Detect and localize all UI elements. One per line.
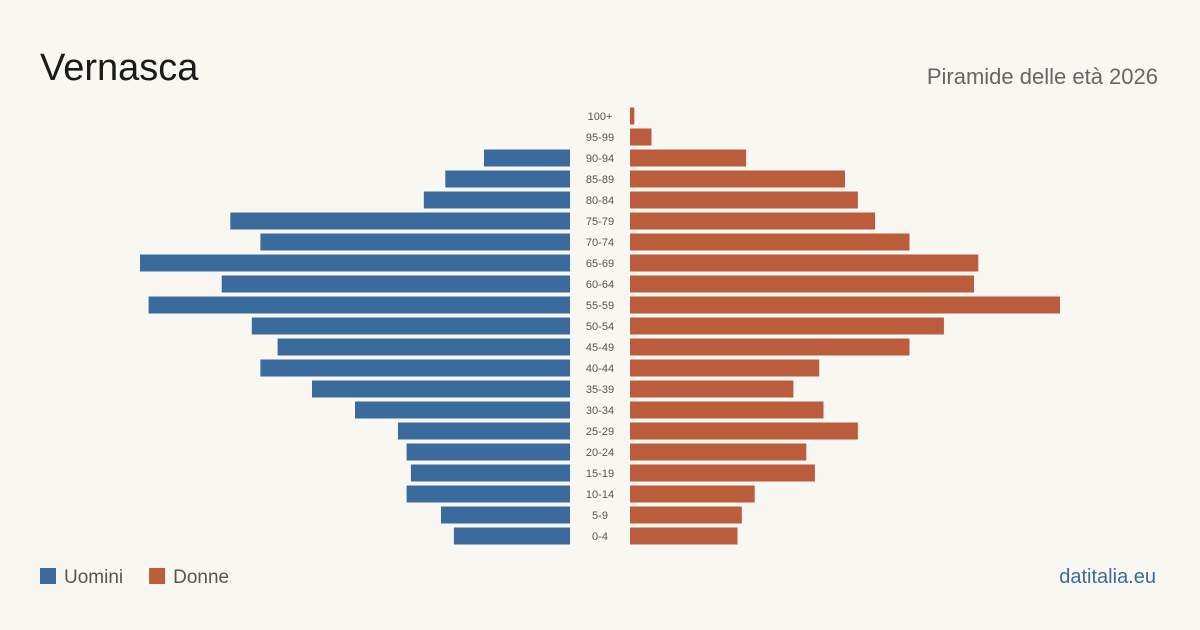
age-label: 25-29 — [586, 426, 614, 438]
age-label: 10-14 — [586, 489, 614, 501]
bar — [630, 233, 910, 251]
bar — [148, 296, 570, 314]
bar — [140, 254, 570, 272]
bar — [445, 170, 570, 188]
age-label: 60-64 — [586, 279, 614, 291]
bar — [630, 170, 845, 188]
bar — [630, 359, 820, 377]
age-label: 55-59 — [586, 300, 614, 312]
bar — [630, 464, 815, 482]
age-label: 85-89 — [586, 174, 614, 186]
bar — [630, 422, 858, 440]
legend-label: Donne — [173, 567, 229, 588]
bar — [630, 191, 858, 209]
bar — [630, 128, 652, 146]
legend-label: Uomini — [64, 567, 123, 588]
bar — [630, 443, 807, 461]
bar — [630, 317, 944, 335]
age-label: 80-84 — [586, 195, 614, 207]
bar — [484, 149, 570, 167]
bar — [260, 233, 570, 251]
bar — [630, 338, 910, 356]
bar — [277, 338, 570, 356]
bar — [453, 527, 570, 545]
age-label: 45-49 — [586, 342, 614, 354]
age-label: 15-19 — [586, 468, 614, 480]
bar — [312, 380, 570, 398]
bar — [230, 212, 571, 230]
bar — [398, 422, 570, 440]
bar — [630, 254, 979, 272]
bar — [630, 107, 635, 125]
bar — [630, 212, 876, 230]
age-label: 70-74 — [586, 237, 614, 249]
age-label: 50-54 — [586, 321, 614, 333]
bar — [423, 191, 570, 209]
bar — [260, 359, 570, 377]
bar — [630, 485, 755, 503]
bar — [406, 443, 570, 461]
bar — [630, 506, 742, 524]
bar — [251, 317, 571, 335]
legend-swatch — [40, 568, 56, 584]
age-label: 5-9 — [592, 510, 608, 522]
age-label: 20-24 — [586, 447, 614, 459]
age-label: 95-99 — [586, 132, 614, 144]
age-label: 35-39 — [586, 384, 614, 396]
age-label: 75-79 — [586, 216, 614, 228]
age-label: 90-94 — [586, 153, 614, 165]
age-label: 100+ — [588, 111, 613, 123]
age-label: 65-69 — [586, 258, 614, 270]
legend-swatch — [149, 568, 166, 584]
bar — [630, 275, 974, 293]
age-label: 0-4 — [592, 531, 608, 543]
bar — [221, 275, 570, 293]
age-label: 30-34 — [586, 405, 614, 417]
bar — [630, 296, 1060, 314]
chart-subtitle: Piramide delle età 2026 — [927, 64, 1158, 89]
bar — [410, 464, 570, 482]
bar — [355, 401, 570, 419]
bar — [406, 485, 570, 503]
bar — [441, 506, 570, 524]
bar — [630, 401, 824, 419]
age-label: 40-44 — [586, 363, 614, 375]
bar — [630, 380, 794, 398]
chart-title: Vernasca — [40, 47, 199, 89]
bar — [630, 149, 747, 167]
bar — [630, 527, 738, 545]
source: datitalia.eu — [1059, 566, 1156, 588]
